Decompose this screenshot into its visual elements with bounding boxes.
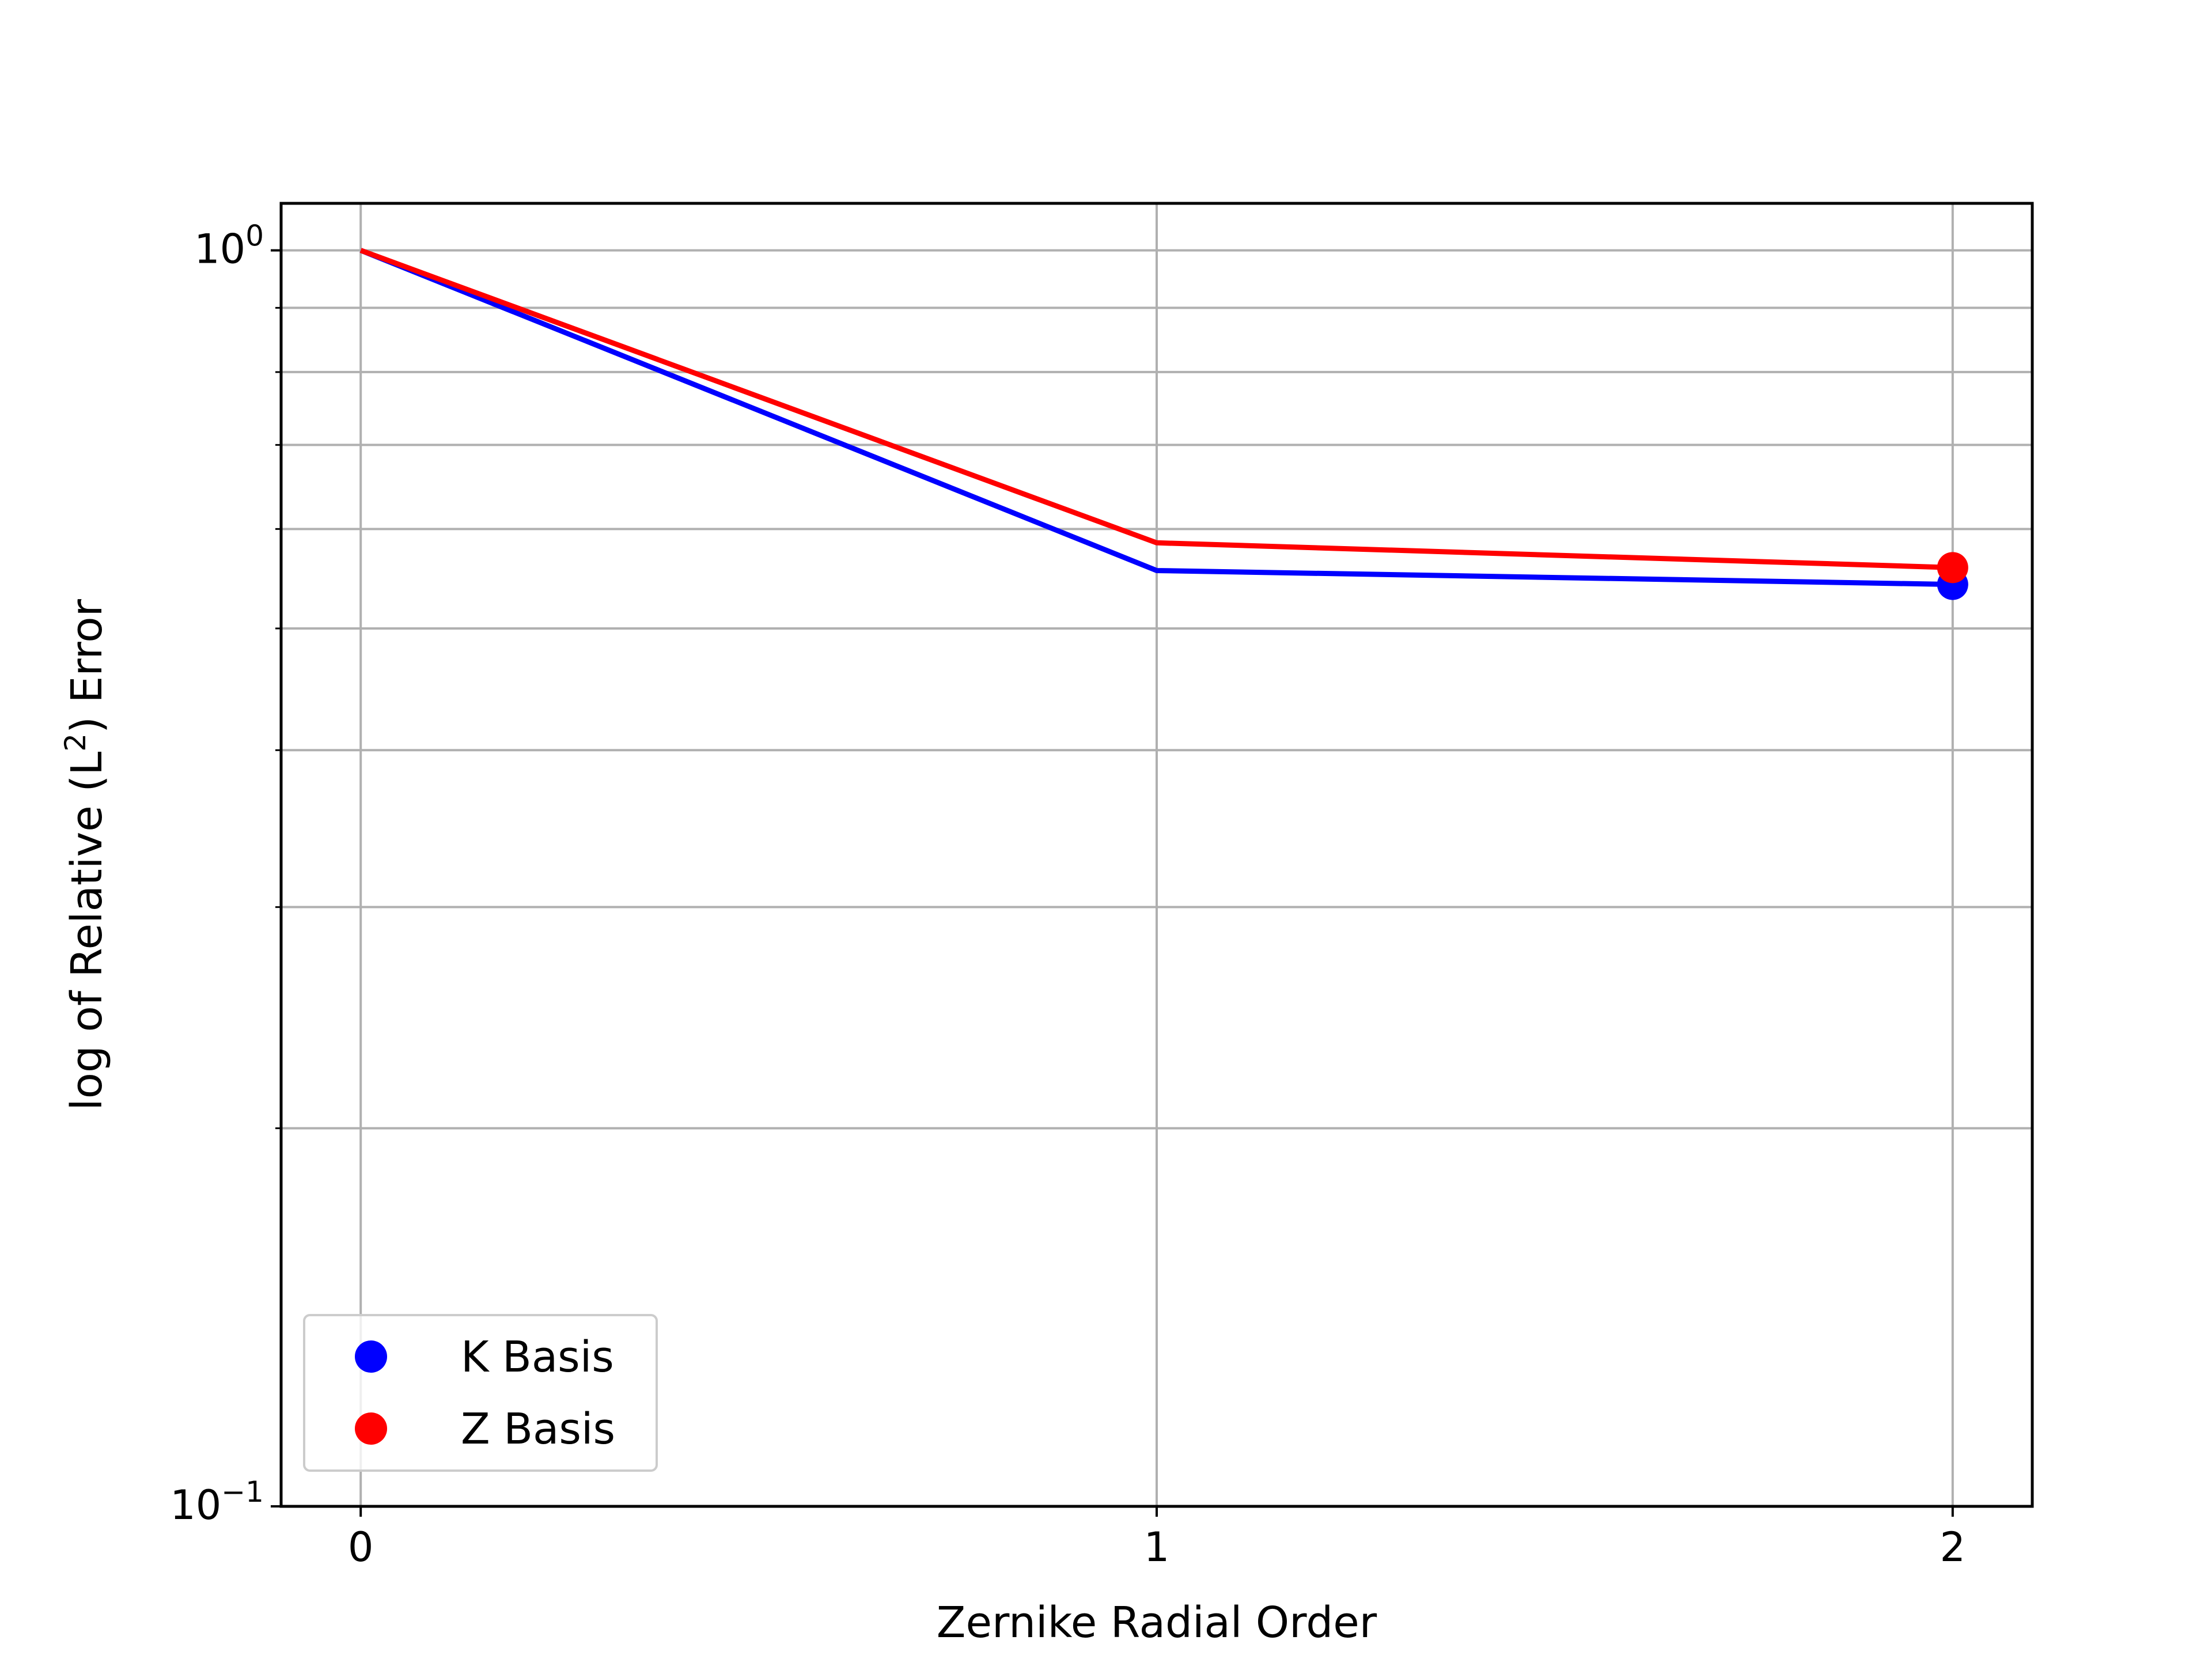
y-axis-title-superscript: 2	[59, 733, 92, 752]
y-axis-title-main: log of Relative (L	[62, 752, 112, 1111]
series-lines	[359, 248, 1953, 588]
legend-marker	[355, 1340, 387, 1373]
legend: K Basis Z Basis	[303, 1314, 658, 1472]
x-tick-label: 1	[1144, 1524, 1170, 1571]
legend-marker	[355, 1412, 387, 1445]
tick-labels: 0 1 2 100 10−1	[170, 219, 1965, 1571]
y-tick-label: 10−1	[170, 1475, 264, 1529]
grid-lines	[281, 203, 2032, 1508]
y-axis-title-end: ) Error	[62, 599, 112, 733]
series-markers	[1937, 552, 1968, 600]
legend-label: K Basis	[461, 1332, 614, 1382]
x-axis-title: Zernike Radial Order	[937, 1598, 1377, 1647]
series-line	[359, 248, 1953, 570]
legend-box	[303, 1314, 658, 1472]
y-tick-label: 100	[194, 219, 264, 273]
x-tick-label: 2	[1940, 1524, 1966, 1571]
axis-ticks	[271, 249, 1954, 1517]
y-axis-title: log of Relative (L2) Error	[59, 599, 112, 1111]
legend-label: Z Basis	[461, 1404, 615, 1454]
x-tick-label: 0	[348, 1524, 374, 1571]
series-point	[1937, 552, 1968, 584]
series-line	[359, 248, 1953, 588]
